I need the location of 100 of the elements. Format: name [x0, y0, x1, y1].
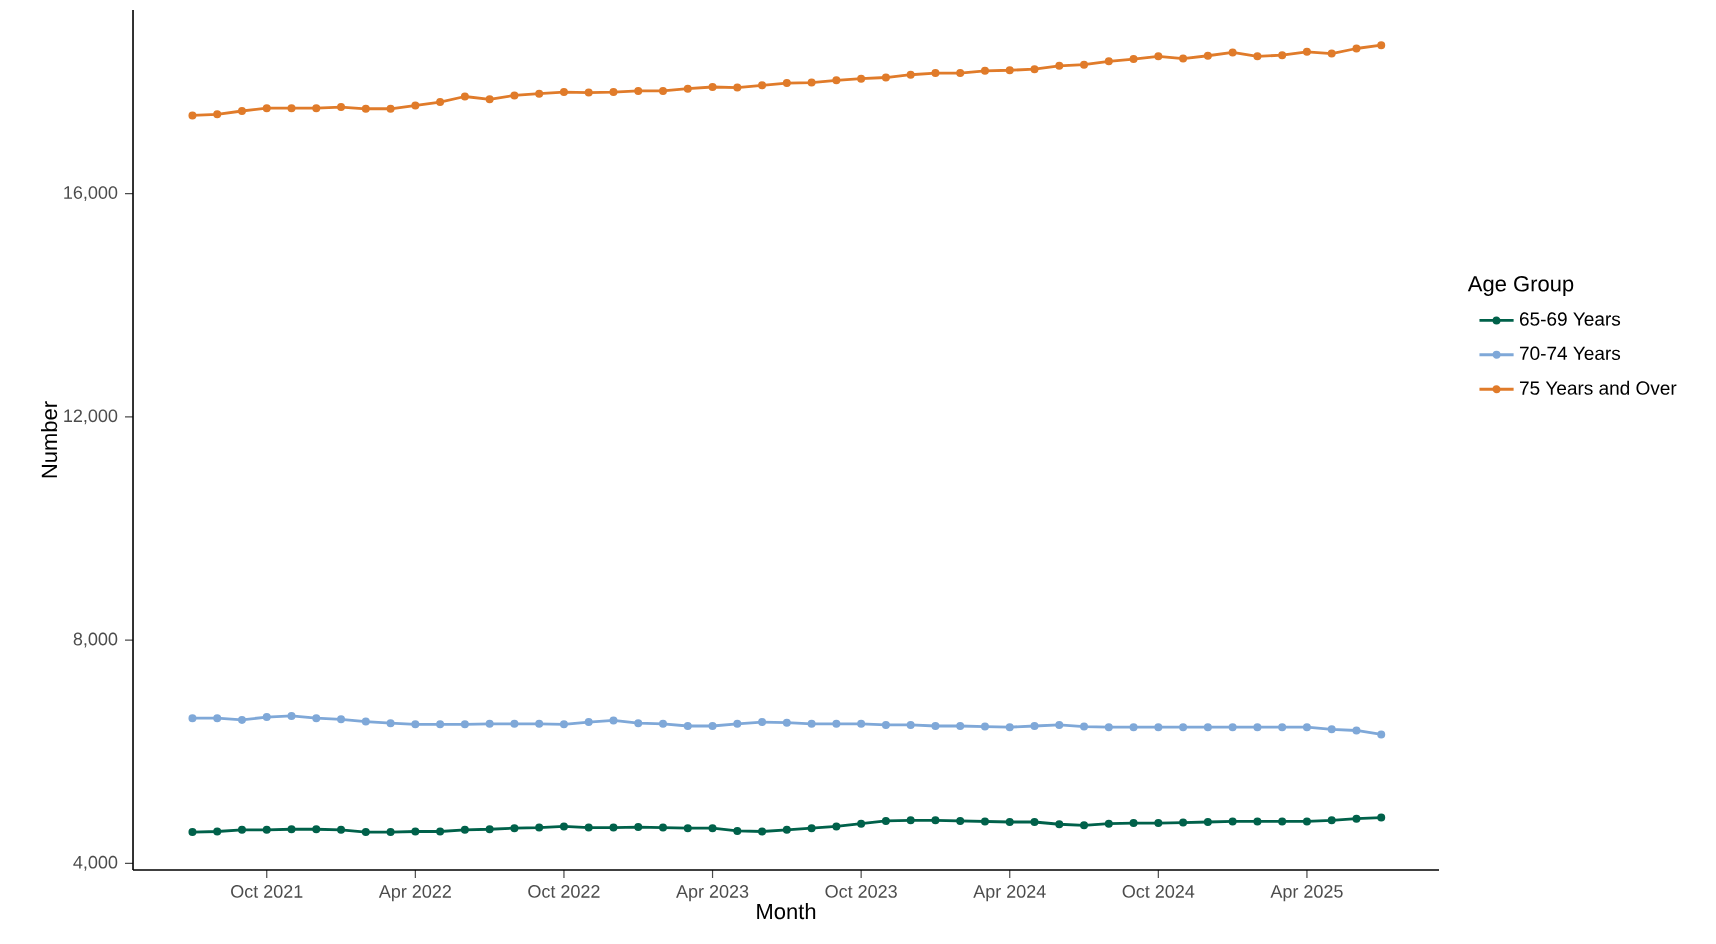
- point: [881, 73, 890, 82]
- point: [1377, 730, 1386, 739]
- point: [906, 720, 915, 729]
- point: [1352, 814, 1361, 823]
- point: [1080, 60, 1089, 69]
- point: [188, 111, 197, 120]
- point: [188, 828, 197, 837]
- point: [931, 722, 940, 731]
- point: [510, 91, 519, 100]
- point: [361, 828, 370, 837]
- point: [659, 823, 668, 832]
- point: [1005, 66, 1014, 75]
- point: [485, 825, 494, 834]
- point: [411, 720, 420, 729]
- point: [758, 827, 767, 836]
- point: [386, 828, 395, 837]
- point: [1055, 61, 1064, 70]
- point: [1253, 817, 1262, 826]
- point: [535, 823, 544, 832]
- point: [1302, 47, 1311, 56]
- x-axis-title: Month: [757, 903, 816, 920]
- point: [1154, 819, 1163, 828]
- point: [832, 822, 841, 831]
- point: [1055, 820, 1064, 829]
- point: [1179, 54, 1188, 63]
- point: [609, 716, 618, 725]
- point: [312, 825, 321, 834]
- point: [213, 110, 222, 119]
- point: [881, 720, 890, 729]
- point: [1352, 726, 1361, 735]
- x-tick-label: Oct 2024: [1122, 885, 1195, 898]
- point: [1327, 725, 1336, 734]
- point: [584, 823, 593, 832]
- point: [237, 825, 246, 834]
- point: [510, 824, 519, 833]
- point: [832, 76, 841, 85]
- point: [1129, 723, 1138, 732]
- point: [1278, 817, 1287, 826]
- point: [460, 720, 469, 729]
- legend-label: 65-69 Years: [1519, 312, 1621, 326]
- point: [782, 825, 791, 834]
- point: [782, 79, 791, 88]
- point: [386, 719, 395, 728]
- point: [411, 101, 420, 110]
- point: [1104, 819, 1113, 828]
- point: [361, 717, 370, 726]
- point: [1228, 48, 1237, 57]
- point: [237, 715, 246, 724]
- point: [708, 824, 717, 833]
- point: [559, 88, 568, 97]
- y-tick-label: 4,000: [73, 855, 118, 871]
- point: [733, 826, 742, 835]
- point: [361, 104, 370, 113]
- point: [980, 722, 989, 731]
- point: [832, 719, 841, 728]
- legend-title: Age Group: [1467, 275, 1574, 296]
- point: [906, 70, 915, 79]
- point: [535, 89, 544, 98]
- point: [956, 722, 965, 731]
- point: [1228, 723, 1237, 732]
- point: [1278, 51, 1287, 60]
- point: [510, 719, 519, 728]
- point: [683, 84, 692, 93]
- point: [1080, 722, 1089, 731]
- point: [1352, 44, 1361, 53]
- point: [609, 823, 618, 832]
- point: [237, 107, 246, 116]
- point: [1154, 723, 1163, 732]
- point: [807, 824, 816, 833]
- point: [436, 98, 445, 107]
- point: [584, 718, 593, 727]
- point: [262, 104, 271, 113]
- point: [683, 824, 692, 833]
- point: [460, 92, 469, 101]
- point: [312, 104, 321, 113]
- point: [1154, 52, 1163, 61]
- point: [857, 719, 866, 728]
- point: [1203, 51, 1212, 60]
- point: [287, 104, 296, 113]
- point: [1377, 41, 1386, 50]
- point: [213, 714, 222, 723]
- point: [1005, 818, 1014, 827]
- point: [634, 719, 643, 728]
- point: [931, 69, 940, 78]
- x-tick-label: Oct 2021: [231, 885, 303, 898]
- point: [337, 825, 346, 834]
- point: [188, 714, 197, 723]
- point: [1030, 65, 1039, 74]
- point: [1302, 723, 1311, 732]
- legend-label: 70-74 Years: [1519, 346, 1621, 361]
- point: [262, 825, 271, 834]
- x-tick-label: Apr 2024: [973, 885, 1046, 902]
- point: [1377, 813, 1386, 822]
- point: [758, 81, 767, 90]
- point: [634, 86, 643, 95]
- point: [683, 722, 692, 731]
- point: [1278, 723, 1287, 732]
- y-axis-title: Number: [41, 401, 58, 478]
- point: [1104, 723, 1113, 732]
- point: [931, 816, 940, 825]
